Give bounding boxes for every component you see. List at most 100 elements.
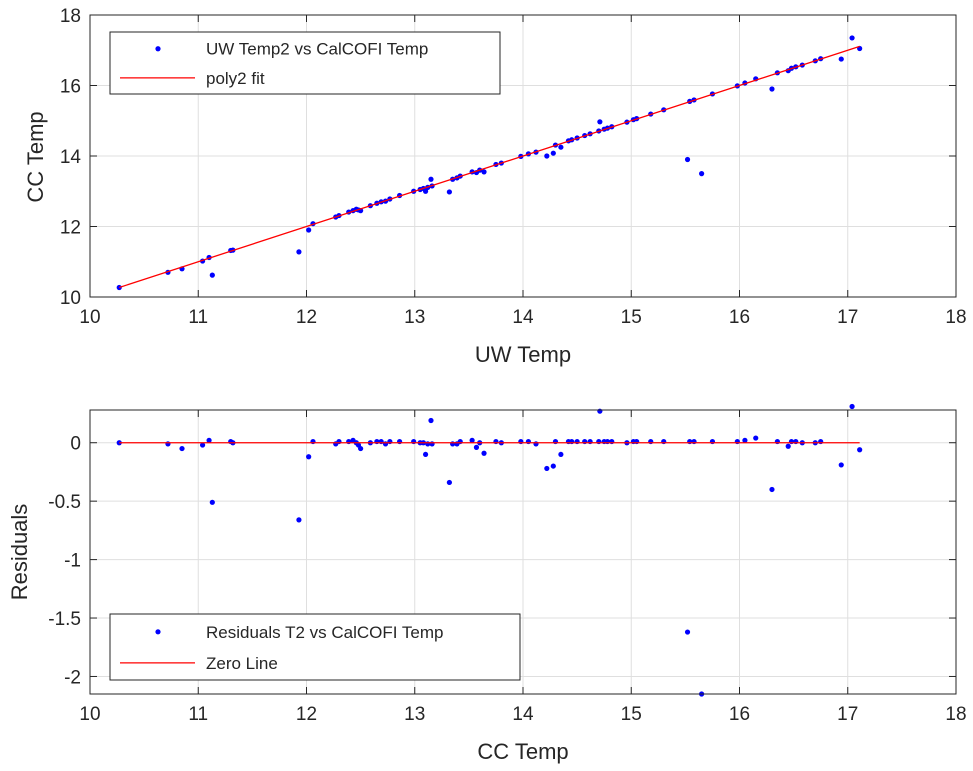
legend-label: Zero Line: [206, 654, 278, 673]
data-point: [774, 438, 780, 445]
data-point: [609, 438, 615, 445]
data-point: [179, 445, 185, 452]
x-tick-label: 17: [837, 704, 858, 725]
data-point: [753, 435, 759, 441]
data-point: [544, 465, 550, 472]
x-axis-label: CC Temp: [477, 739, 568, 764]
data-point: [493, 438, 499, 445]
x-tick-label: 16: [729, 307, 750, 328]
data-point: [446, 189, 452, 195]
data-point: [457, 438, 463, 445]
y-tick-label: 12: [60, 218, 81, 239]
data-point: [429, 441, 435, 447]
data-point: [296, 517, 302, 523]
data-point: [582, 438, 588, 445]
data-point: [849, 35, 855, 41]
fit-plot: 10 11 12 13 14 15 16 17 18 10 12 14 16 18 UW Temp CC Te…: [23, 6, 967, 367]
data-point: [684, 156, 691, 163]
x-tick-label: 15: [621, 704, 642, 725]
y-tick-label: -2: [64, 667, 81, 688]
data-point: [587, 438, 593, 445]
x-tick-label: 14: [512, 704, 534, 725]
data-point: [518, 438, 524, 445]
data-point: [165, 441, 171, 447]
data-point: [481, 450, 487, 456]
data-point: [422, 188, 429, 194]
data-point: [793, 438, 799, 445]
legend-label: UW Temp2 vs CalCOFI Temp: [206, 40, 428, 59]
legend-marker-swatch: [155, 629, 161, 635]
data-point: [552, 438, 559, 445]
data-point: [648, 438, 654, 445]
residuals-plot: 10 11 12 13 14 15 16 17 18 0 -0.5 -1 -1.5 -2 CC Temp Re…: [7, 403, 967, 764]
data-point: [597, 408, 603, 414]
x-axis-label: UW Temp: [475, 342, 571, 367]
x-tick-label: 13: [404, 704, 425, 725]
data-point: [569, 438, 575, 445]
y-tick-label: -1: [64, 551, 81, 572]
x-tick-label: 11: [188, 704, 208, 725]
legend-label: poly2 fit: [206, 69, 265, 88]
y-tick-label: 16: [60, 77, 81, 98]
data-point: [734, 438, 740, 445]
data-point: [597, 119, 603, 125]
x-tick-label: 18: [945, 704, 966, 725]
data-point: [481, 169, 487, 175]
data-point: [199, 442, 206, 448]
x-tick-label: 10: [79, 307, 100, 328]
data-point: [709, 438, 716, 445]
legend-label: Residuals T2 vs CalCOFI Temp: [206, 623, 443, 642]
data-point: [209, 499, 215, 505]
legend-marker-swatch: [155, 46, 161, 52]
data-point: [818, 438, 824, 445]
data-point: [544, 153, 550, 159]
x-tick-label: 17: [837, 307, 858, 328]
y-axis-label: CC Temp: [23, 111, 48, 202]
x-tick-label: 15: [621, 307, 642, 328]
data-point: [296, 249, 302, 255]
x-tick-label: 18: [945, 307, 966, 328]
data-point: [838, 56, 844, 62]
data-point: [769, 86, 775, 92]
data-point: [525, 438, 532, 445]
data-point: [684, 629, 691, 635]
data-point: [691, 438, 697, 445]
data-point: [857, 447, 863, 453]
data-point: [769, 486, 775, 493]
x-tick-label: 16: [729, 704, 750, 725]
axes-box: [89, 409, 957, 695]
data-point: [550, 463, 556, 469]
legend-box: [109, 613, 521, 681]
x-tick-label: 11: [188, 307, 208, 328]
data-point: [596, 438, 602, 445]
data-point: [469, 437, 475, 443]
data-point: [574, 438, 580, 445]
y-tick-label: 10: [60, 288, 81, 309]
data-point: [550, 150, 556, 156]
data-point: [473, 444, 480, 450]
x-tick-label: 10: [79, 704, 100, 725]
data-point: [396, 438, 403, 445]
y-axis-label: Residuals: [7, 504, 32, 601]
y-tick-label: 0: [70, 434, 81, 455]
data-point: [838, 462, 844, 468]
data-point: [306, 454, 312, 460]
data-point: [306, 227, 312, 233]
x-tick-label: 12: [296, 307, 317, 328]
data-point: [411, 438, 417, 445]
axes-box: [89, 14, 957, 298]
data-point: [310, 438, 316, 445]
data-point: [634, 438, 640, 445]
series-line: [119, 45, 860, 289]
data-point: [785, 443, 791, 449]
data-point: [358, 445, 364, 452]
data-point: [336, 438, 342, 445]
data-point: [209, 272, 215, 278]
data-point: [699, 171, 705, 177]
y-tick-label: -0.5: [48, 492, 81, 513]
y-tick-label: -1.5: [48, 609, 81, 630]
x-tick-label: 13: [404, 307, 425, 328]
data-point: [558, 144, 564, 150]
data-point: [446, 479, 452, 486]
legend: Residuals T2 vs CalCOFI Temp Zero Line: [109, 613, 521, 681]
